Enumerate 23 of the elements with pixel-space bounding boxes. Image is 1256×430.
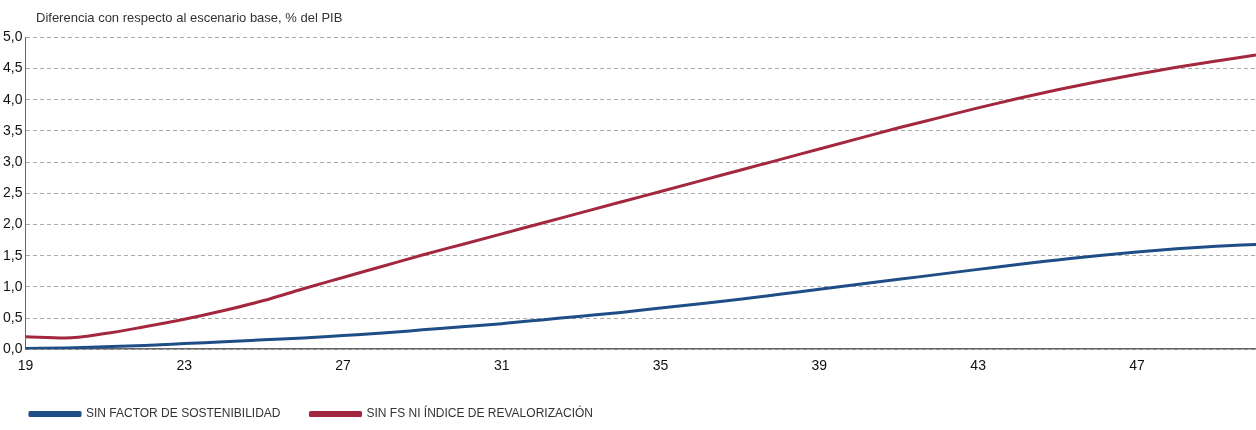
y-tick-label: 3,5	[2, 121, 23, 138]
x-tick-label: 23	[176, 357, 193, 374]
y-tick-label: 0,0	[2, 340, 23, 357]
y-tick-label: 4,5	[2, 59, 23, 76]
y-tick-label: 2,0	[2, 215, 23, 232]
legend-label: SIN FACTOR DE SOSTENIBILIDAD	[86, 406, 281, 421]
y-tick-label: 4,0	[2, 90, 23, 107]
y-tick-label: 3,0	[2, 152, 23, 169]
y-tick-label: 2,5	[2, 184, 23, 201]
x-tick-label: 35	[652, 357, 669, 374]
x-tick-label: 31	[494, 357, 510, 374]
y-tick-label: 1,5	[2, 246, 23, 263]
x-tick-label: 47	[1129, 357, 1145, 374]
y-tick-label: 5,0	[2, 28, 23, 45]
x-tick-label: 43	[970, 357, 987, 374]
y-axis-title: Diferencia con respecto al escenario base, % del PIB	[36, 10, 343, 25]
line-series	[25, 53, 1256, 340]
x-tick-label: 19	[17, 357, 34, 374]
y-tick-label: 0,5	[2, 308, 23, 325]
x-tick-label: 27	[335, 357, 352, 374]
legend-label: SIN FS NI ÍNDICE DE REVALORIZACIÓN	[366, 405, 593, 421]
x-tick-label: 39	[811, 357, 828, 374]
y-tick-label: 1,0	[2, 277, 23, 294]
